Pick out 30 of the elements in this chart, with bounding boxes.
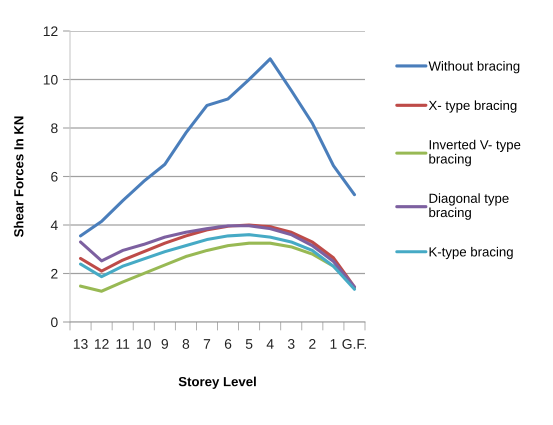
x-tick-label: 13 — [74, 339, 88, 349]
legend-label: K-type bracing — [430, 246, 513, 260]
y-axis-title: Shear Forces In KN — [14, 116, 24, 237]
x-tick-label: 9 — [162, 339, 168, 349]
x-tick-label: 10 — [137, 339, 151, 349]
legend-label: X- type bracing — [428, 100, 516, 113]
x-tick-label: 12 — [94, 339, 109, 349]
x-tick-label: 6 — [224, 339, 232, 349]
legend-label: Without bracing — [428, 61, 520, 74]
x-tick-label: 1 — [330, 339, 337, 349]
line-series — [79, 233, 356, 291]
y-tick-label: 12 — [44, 26, 58, 36]
x-tick-label: 8 — [182, 339, 190, 349]
y-tick-label: 4 — [50, 220, 58, 230]
y-tick-label: 8 — [51, 123, 58, 134]
y-tick-label: 6 — [51, 172, 58, 182]
x-tick-label: 5 — [246, 339, 252, 349]
x-tick-label: 3 — [288, 339, 294, 349]
y-tick-label: 0 — [51, 317, 58, 328]
x-tick-label: G.F. — [342, 339, 366, 349]
y-tick-label: 2 — [51, 268, 58, 279]
x-axis-title: Storey Level — [178, 376, 256, 389]
line-series — [79, 57, 356, 238]
x-tick-label: 4 — [266, 339, 274, 349]
y-tick-label: 10 — [44, 74, 58, 85]
x-tick-label: 7 — [204, 339, 210, 349]
legend-label: Diagonal type bracing — [429, 193, 509, 220]
x-tick-label: 2 — [309, 339, 316, 349]
legend-label: Inverted V- type bracing — [429, 140, 520, 166]
x-tick-label: 11 — [116, 339, 130, 349]
